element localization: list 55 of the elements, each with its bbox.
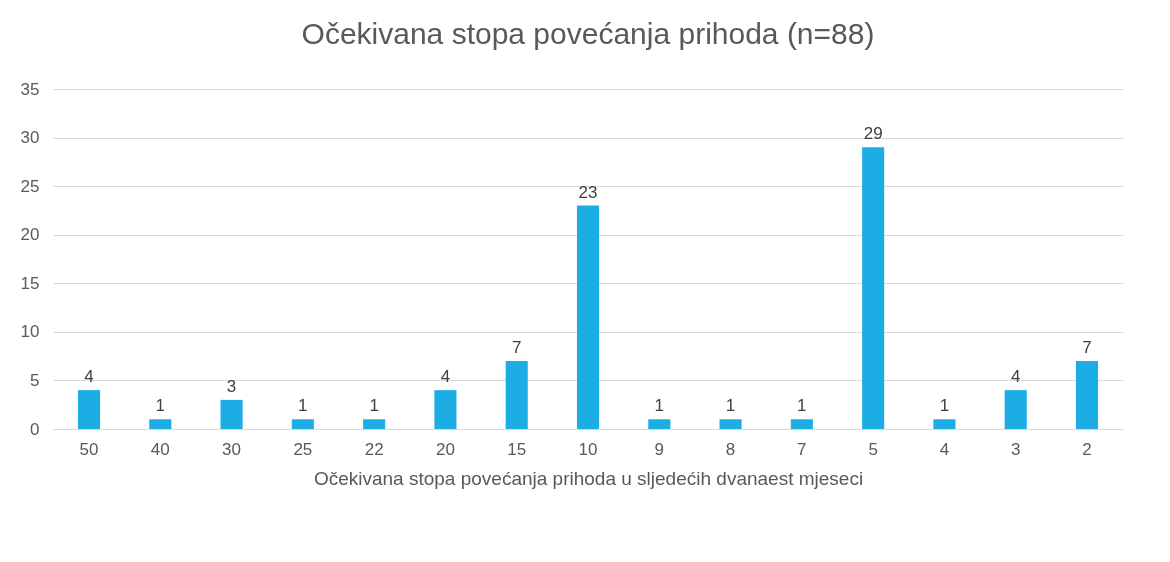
data-label: 1 [654,396,665,416]
data-label: 29 [863,124,883,144]
bar [434,390,457,429]
data-label: 3 [226,376,237,396]
bar [149,419,172,429]
x-tick-label: 10 [578,439,598,459]
data-label: 23 [578,182,598,202]
y-tick-label: 20 [20,225,40,245]
bar [291,419,314,429]
x-tick-label: 25 [293,439,313,459]
x-tick-label: 22 [364,439,384,459]
x-tick-label: 15 [507,439,527,459]
x-tick-label: 20 [435,439,455,459]
data-label: 1 [939,396,950,416]
data-label: 1 [725,396,736,416]
chart-title: Očekivana stopa povećanja prihoda (n=88) [301,17,875,50]
data-label: 4 [84,367,94,387]
x-tick-label: 4 [939,439,950,459]
bar [1004,390,1027,429]
y-tick-label: 15 [20,273,40,293]
y-tick-label: 0 [30,419,40,439]
x-tick-label: 9 [654,439,665,459]
x-tick-label: 7 [797,439,807,459]
bar [648,419,671,429]
data-label: 4 [1010,367,1021,387]
y-tick-label: 25 [20,176,40,196]
data-label: 7 [1082,338,1092,357]
data-label: 7 [511,338,522,357]
bar [220,399,243,429]
data-label: 1 [298,396,308,416]
data-label: 4 [440,367,451,387]
data-label: 1 [155,396,166,416]
bar [363,419,386,429]
y-tick-label: 10 [20,322,40,342]
bar [933,419,956,429]
bar [77,390,101,429]
x-tick-label: 30 [222,439,242,459]
x-tick-label: 2 [1082,439,1092,459]
x-tick-label: 3 [1010,439,1021,459]
y-tick-label: 35 [20,79,40,99]
data-label: 1 [369,396,379,416]
bar [790,419,813,429]
bar [862,147,885,429]
x-tick-label: 50 [79,439,99,459]
x-tick-label: 8 [725,439,736,459]
bar [1075,361,1099,429]
bar [505,361,528,429]
bar [576,205,600,429]
bar [719,419,742,429]
data-label: 1 [797,396,807,416]
x-tick-label: 5 [868,439,878,459]
x-tick-label: 40 [150,439,170,459]
y-tick-label: 5 [30,370,40,390]
y-tick-label: 30 [20,128,40,148]
x-axis-title: Očekivana stopa povećanja prihoda u sljedećih dvanaest mjeseci [313,467,864,489]
